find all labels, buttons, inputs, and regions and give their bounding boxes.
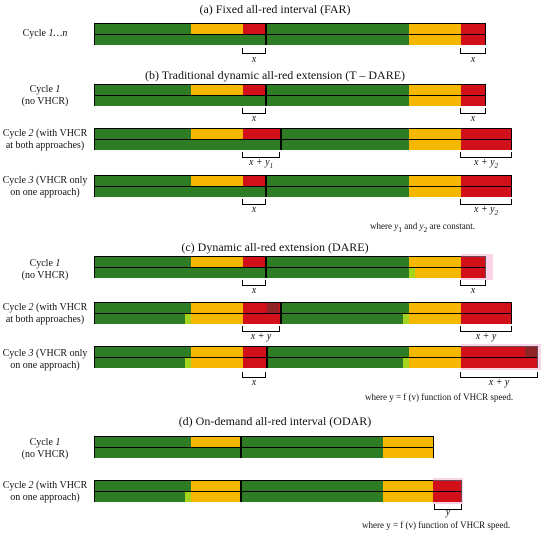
tdare-cycle3-bar: [94, 175, 512, 197]
tdare-cycle2-bar: [94, 128, 512, 150]
section-d-title: (d) On-demand all-red interval (ODAR): [178, 414, 372, 428]
far-brace-1: [242, 48, 266, 54]
tdare-note: where y1 and y2 are constant.: [370, 221, 475, 234]
dare-c2-brace-label-2: x + y: [475, 331, 497, 342]
dare-cycle3-bar: [94, 344, 541, 370]
odar-cycle1-label: Cycle 1 (no VHCR): [21, 437, 69, 460]
odar-c2-brace: [434, 504, 462, 510]
dare-c3-brace-label-1: x: [251, 377, 257, 388]
odar-cycle2-bar: [94, 478, 463, 504]
dare-cycle1-bar: [94, 254, 493, 280]
tdare-c3-brace-1: [242, 199, 266, 205]
tdare-cycle3-label: Cycle 3 (VHCR only on one approach): [2, 175, 88, 198]
far-bar: [94, 23, 486, 45]
tdare-c2-brace-2: [460, 152, 512, 158]
odar-c2-brace-label: y: [445, 507, 451, 518]
dare-cycle3-label: Cycle 3 (VHCR only on one approach): [2, 348, 88, 371]
dare-c1-brace-1: [242, 280, 266, 286]
far-cycle-label: Cycle 1…n: [22, 28, 68, 39]
tdare-c2-brace-label-1: x + y1: [248, 157, 274, 170]
dare-cycle1-label: Cycle 1 (no VHCR): [21, 258, 69, 281]
dare-c3-brace-1: [242, 372, 266, 378]
tdare-c1-brace-2: [460, 108, 486, 114]
dare-note: where y = f (v) function of VHCR speed.: [365, 392, 514, 402]
tdare-c2-brace-1: [242, 152, 280, 158]
dare-c2-brace-1: [242, 326, 280, 332]
dare-c1-brace-label-2: x: [470, 285, 476, 296]
tdare-cycle1-label: Cycle 1 (no VHCR): [21, 84, 69, 107]
far-brace-2: [460, 48, 486, 54]
dare-c3-brace-label-2: x + y: [488, 377, 510, 388]
tdare-c1-brace-label-1: x: [251, 113, 257, 124]
section-a-title: (a) Fixed all-red interval (FAR): [199, 2, 351, 16]
section-c-title: (c) Dynamic all-red extension (DARE): [181, 240, 369, 254]
dare-c2-brace-label-1: x + y: [250, 331, 272, 342]
far-brace-label-1: x: [251, 54, 257, 65]
dare-cycle2-label: Cycle 2 (with VHCR at both approaches): [2, 302, 88, 325]
tdare-c2-brace-label-2: x + y2: [473, 157, 499, 170]
odar-note: where y = f (v) function of VHCR speed.: [362, 520, 511, 530]
section-b-title: (b) Traditional dynamic all-red extensio…: [144, 68, 406, 82]
dare-c2-brace-2: [460, 326, 512, 332]
tdare-cycle2-label: Cycle 2 (with VHCR at both approaches): [2, 128, 88, 151]
tdare-c3-brace-label-1: x: [251, 204, 257, 215]
dare-c1-brace-2: [460, 280, 486, 286]
tdare-c3-brace-label-2: x + y2: [473, 204, 499, 217]
odar-cycle2-label: Cycle 2 (with VHCR on one approach): [2, 480, 88, 503]
far-brace-label-2: x: [470, 54, 476, 65]
odar-cycle1-bar: [94, 436, 434, 458]
tdare-cycle1-bar: [94, 84, 486, 106]
tdare-c1-brace-label-2: x: [470, 113, 476, 124]
tdare-c3-brace-2: [460, 199, 512, 205]
dare-c3-brace-2: [460, 372, 538, 378]
dare-cycle2-bar: [94, 302, 512, 324]
tdare-c1-brace-1: [242, 108, 266, 114]
dare-c1-brace-label-1: x: [251, 285, 257, 296]
